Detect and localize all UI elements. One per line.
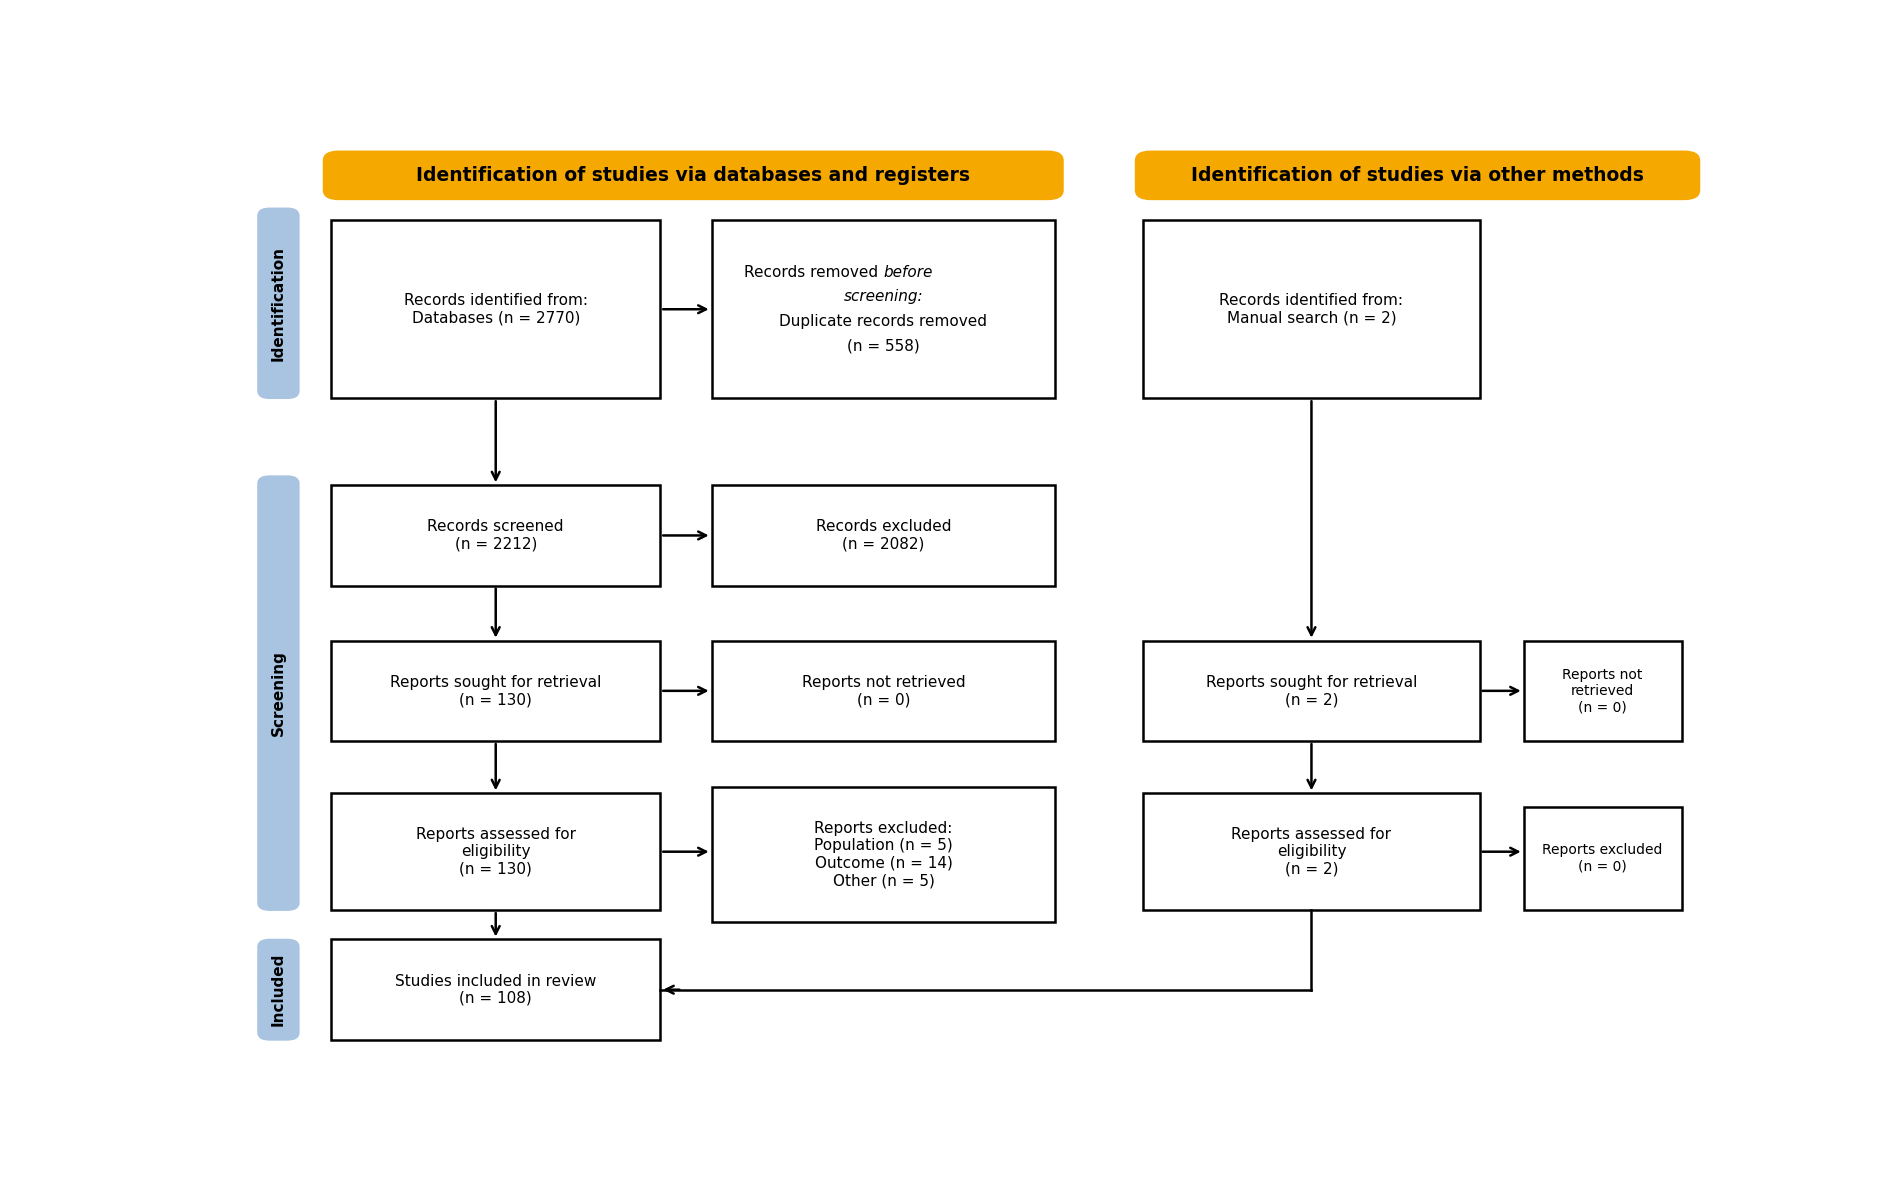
Text: Reports excluded:
Population (n = 5)
Outcome (n = 14)
Other (n = 5): Reports excluded: Population (n = 5) Out… xyxy=(814,821,953,888)
Bar xyxy=(330,939,661,1040)
Text: Identification of studies via other methods: Identification of studies via other meth… xyxy=(1191,166,1644,185)
Bar xyxy=(330,641,661,741)
Text: Reports assessed for
eligibility
(n = 2): Reports assessed for eligibility (n = 2) xyxy=(1231,827,1391,876)
Bar xyxy=(1524,807,1682,910)
Text: Records identified from:
Manual search (n = 2): Records identified from: Manual search (… xyxy=(1220,293,1403,325)
Bar xyxy=(712,641,1055,741)
Text: Reports not
retrieved
(n = 0): Reports not retrieved (n = 0) xyxy=(1563,667,1643,715)
Text: before: before xyxy=(884,265,933,280)
Bar xyxy=(712,787,1055,922)
Text: Studies included in review
(n = 108): Studies included in review (n = 108) xyxy=(395,973,597,1005)
Bar xyxy=(712,485,1055,585)
Text: Reports not retrieved
(n = 0): Reports not retrieved (n = 0) xyxy=(802,674,965,707)
Bar xyxy=(330,793,661,910)
Text: Reports assessed for
eligibility
(n = 130): Reports assessed for eligibility (n = 13… xyxy=(415,827,576,876)
FancyBboxPatch shape xyxy=(259,476,298,910)
FancyBboxPatch shape xyxy=(259,208,298,399)
FancyBboxPatch shape xyxy=(1137,152,1699,199)
Text: Included: Included xyxy=(272,953,285,1027)
Text: Records removed: Records removed xyxy=(744,265,884,280)
Bar xyxy=(330,220,661,399)
Bar xyxy=(1142,641,1480,741)
Text: Identification: Identification xyxy=(272,246,285,361)
Bar xyxy=(1142,793,1480,910)
FancyBboxPatch shape xyxy=(325,152,1063,199)
Text: (n = 558): (n = 558) xyxy=(848,338,919,354)
Bar xyxy=(712,220,1055,399)
Text: screening:: screening: xyxy=(844,290,923,304)
Bar xyxy=(330,485,661,585)
Text: Records screened
(n = 2212): Records screened (n = 2212) xyxy=(427,519,565,552)
FancyBboxPatch shape xyxy=(259,939,298,1040)
Text: Records excluded
(n = 2082): Records excluded (n = 2082) xyxy=(816,519,952,552)
Text: Reports excluded
(n = 0): Reports excluded (n = 0) xyxy=(1542,844,1663,874)
Bar xyxy=(1142,220,1480,399)
Text: Reports sought for retrieval
(n = 130): Reports sought for retrieval (n = 130) xyxy=(391,674,602,707)
Text: Screening: Screening xyxy=(272,650,285,736)
Bar xyxy=(1524,641,1682,741)
Text: Duplicate records removed: Duplicate records removed xyxy=(780,315,987,329)
Text: Reports sought for retrieval
(n = 2): Reports sought for retrieval (n = 2) xyxy=(1206,674,1418,707)
Text: Records identified from:
Databases (n = 2770): Records identified from: Databases (n = … xyxy=(404,293,587,325)
Text: Identification of studies via databases and registers: Identification of studies via databases … xyxy=(415,166,970,185)
